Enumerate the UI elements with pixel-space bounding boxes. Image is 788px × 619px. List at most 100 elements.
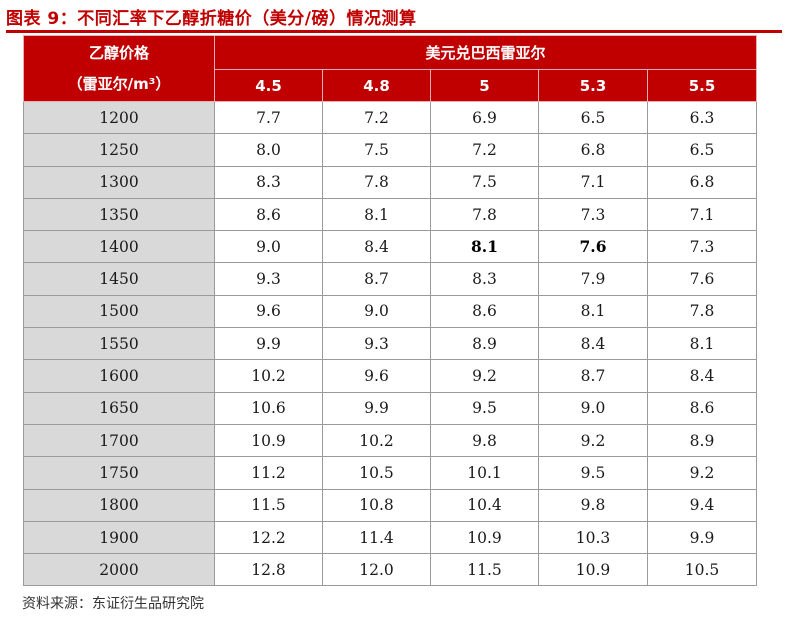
sugar-price-cell: 7.5 [430,165,539,199]
ethanol-price-cell: 1800 [23,488,215,522]
sugar-price-cell: 10.5 [647,553,757,587]
sugar-price-cell: 8.1 [538,294,648,329]
ethanol-price-header-line2: （雷亚尔/m³） [67,74,171,93]
sugar-price-cell: 11.4 [322,520,431,555]
sugar-price-cell: 10.4 [430,488,539,522]
sugar-price-cell: 8.6 [430,294,539,329]
sugar-price-cell: 9.5 [430,391,539,425]
sugar-price-cell: 7.8 [647,294,757,329]
table-row: 1750 11.2 10.5 10.1 9.5 9.2 [23,456,757,490]
sugar-price-cell: 10.6 [214,391,323,425]
ethanol-price-header: 乙醇价格 （雷亚尔/m³） [23,35,215,102]
sugar-price-cell: 12.2 [214,520,323,555]
exchange-rate-column-header: 4.5 [214,69,323,102]
table-row: 1450 9.3 8.7 8.3 7.9 7.6 [23,262,757,296]
sugar-price-cell: 9.9 [322,391,431,425]
sugar-price-cell: 10.9 [214,423,323,458]
sugar-price-cell: 9.4 [647,488,757,522]
ethanol-price-cell: 1200 [23,100,215,135]
sugar-price-cell: 8.0 [214,133,323,167]
ethanol-sugar-price-table: 乙醇价格 （雷亚尔/m³） 美元兑巴西雷亚尔 4.5 4.8 5 5.3 5.5 120… [23,35,757,587]
table-row: 2000 12.8 12.0 11.5 10.9 10.5 [23,553,757,587]
sugar-price-cell: 10.9 [538,553,648,587]
sugar-price-cell: 8.7 [538,359,648,393]
sugar-price-cell: 6.8 [538,133,648,167]
sugar-price-cell: 7.3 [647,230,757,264]
sugar-price-cell: 7.8 [322,165,431,199]
sugar-price-cell: 8.1 [647,327,757,361]
table-row: 1900 12.2 11.4 10.9 10.3 9.9 [23,520,757,555]
table-row: 1500 9.6 9.0 8.6 8.1 7.8 [23,294,757,329]
exchange-rate-column-header: 5.3 [538,69,648,102]
sugar-price-cell: 8.6 [647,391,757,425]
sugar-price-cell: 7.8 [430,197,539,232]
table-row: 1550 9.9 9.3 8.9 8.4 8.1 [23,327,757,361]
sugar-price-cell: 8.9 [430,327,539,361]
exchange-rate-column-header: 4.8 [322,69,431,102]
table-row: 1650 10.6 9.9 9.5 9.0 8.6 [23,391,757,425]
sugar-price-cell: 9.6 [214,294,323,329]
sugar-price-cell: 10.2 [214,359,323,393]
sugar-price-cell: 8.9 [647,423,757,458]
sugar-price-cell: 9.2 [538,423,648,458]
sugar-price-cell: 11.2 [214,456,323,490]
sugar-price-cell: 6.8 [647,165,757,199]
ethanol-price-cell: 1650 [23,391,215,425]
sugar-price-cell: 8.4 [322,230,431,264]
figure-title: 图表 9：不同汇率下乙醇折糖价（美分/磅）情况测算 [6,9,417,29]
ethanol-price-header-line1: 乙醇价格 [88,43,149,62]
sugar-price-cell: 12.0 [322,553,431,587]
sugar-price-cell: 10.3 [538,520,648,555]
sugar-price-cell: 8.4 [647,359,757,393]
sugar-price-cell: 8.3 [214,165,323,199]
sugar-price-cell: 9.2 [647,456,757,490]
sugar-price-cell: 6.5 [538,100,648,135]
sugar-price-cell: 9.0 [322,294,431,329]
sugar-price-cell: 6.5 [647,133,757,167]
exchange-rate-column-header: 5 [430,69,539,102]
ethanol-price-cell: 1300 [23,165,215,199]
ethanol-price-cell: 1750 [23,456,215,490]
sugar-price-cell: 9.6 [322,359,431,393]
sugar-price-cell: 9.3 [322,327,431,361]
sugar-price-cell: 7.7 [214,100,323,135]
sugar-price-cell: 11.5 [430,553,539,587]
sugar-price-cell: 10.2 [322,423,431,458]
ethanol-price-cell: 1250 [23,133,215,167]
sugar-price-cell: 8.1 [430,230,539,264]
ethanol-price-cell: 1550 [23,327,215,361]
exchange-rate-group-header: 美元兑巴西雷亚尔 [214,35,757,70]
sugar-price-cell: 7.6 [647,262,757,296]
sugar-price-cell: 6.3 [647,100,757,135]
sugar-price-cell: 7.2 [322,100,431,135]
ethanol-price-cell: 1500 [23,294,215,329]
sugar-price-cell: 10.8 [322,488,431,522]
ethanol-price-cell: 2000 [23,553,215,587]
ethanol-price-cell: 1700 [23,423,215,458]
table-row: 1400 9.0 8.4 8.1 7.6 7.3 [23,230,757,264]
title-rule [6,30,782,33]
sugar-price-cell: 9.2 [430,359,539,393]
sugar-price-cell: 6.9 [430,100,539,135]
table-row: 1600 10.2 9.6 9.2 8.7 8.4 [23,359,757,393]
sugar-price-cell: 10.1 [430,456,539,490]
sugar-price-cell: 7.2 [430,133,539,167]
ethanol-price-cell: 1900 [23,520,215,555]
sugar-price-cell: 10.5 [322,456,431,490]
sugar-price-cell: 9.5 [538,456,648,490]
sugar-price-cell: 9.9 [647,520,757,555]
table-row: 1350 8.6 8.1 7.8 7.3 7.1 [23,197,757,232]
ethanol-price-cell: 1400 [23,230,215,264]
sugar-price-cell: 7.1 [538,165,648,199]
table-row: 1250 8.0 7.5 7.2 6.8 6.5 [23,133,757,167]
table-body: 1200 7.7 7.2 6.9 6.5 6.3 1250 8.0 7.5 7.2 6.8 6.5 13… [23,100,757,587]
sugar-price-cell: 9.8 [538,488,648,522]
sugar-price-cell: 7.3 [538,197,648,232]
sugar-price-cell: 11.5 [214,488,323,522]
sugar-price-cell: 7.9 [538,262,648,296]
ethanol-price-cell: 1350 [23,197,215,232]
table-row: 1300 8.3 7.8 7.5 7.1 6.8 [23,165,757,199]
table-row: 1700 10.9 10.2 9.8 9.2 8.9 [23,423,757,458]
source-note: 资料来源：东证衍生品研究院 [22,596,204,612]
sugar-price-cell: 8.4 [538,327,648,361]
